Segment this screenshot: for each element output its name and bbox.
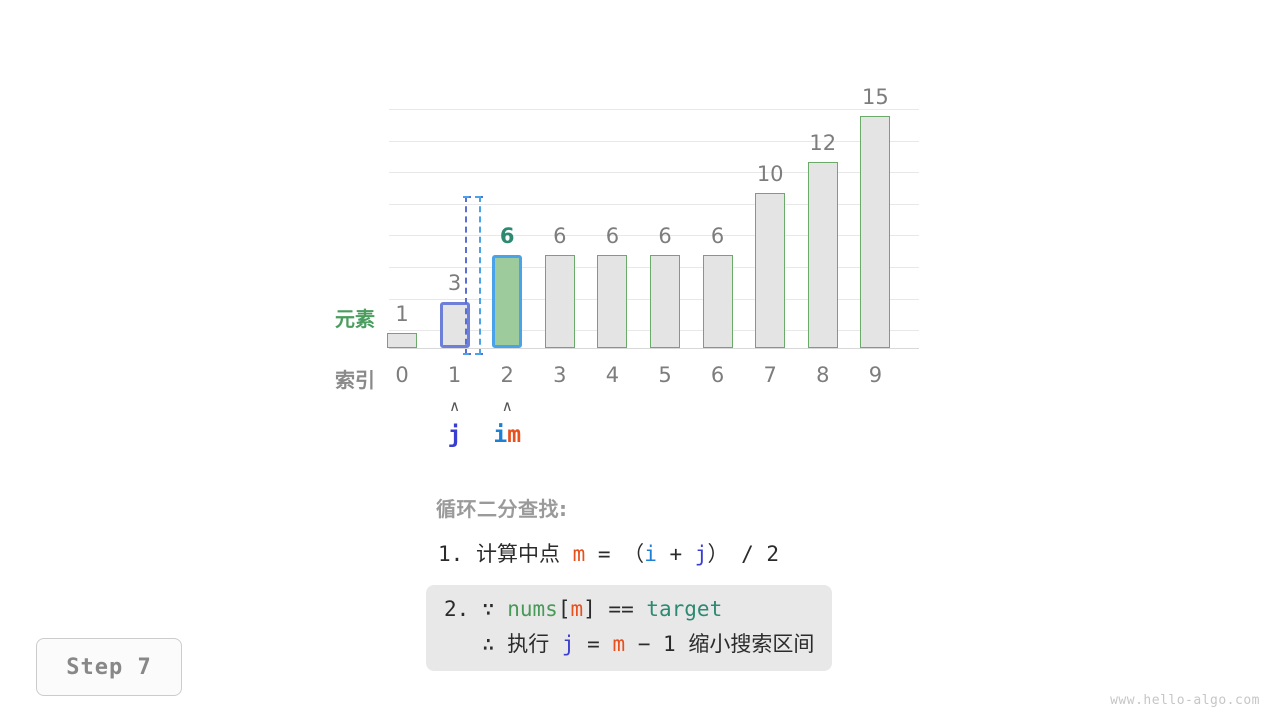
step1-text-a: 计算中点 <box>463 542 573 566</box>
step2-eq: == <box>595 597 647 621</box>
bar-chart: 1 0 3 1 6 2 6 3 6 4 6 5 6 6 10 7 12 8 15 9 元素 索引 ∧ j ∧ im <box>335 84 919 448</box>
caption-block: 循环二分查找: 1. 计算中点 m = （i + j） / 2 2. ∵ num… <box>426 493 936 671</box>
pointer-label-i: i <box>493 422 508 448</box>
index-label-5: 5 <box>658 363 672 387</box>
bar-value-label: 6 <box>710 224 725 248</box>
step2-nums: nums <box>507 597 558 621</box>
step2-var-m: m <box>570 597 584 621</box>
step1-var-m: m <box>572 542 586 566</box>
bar-3 <box>544 255 575 348</box>
index-label-8: 8 <box>816 363 830 387</box>
bar-value-label: 6 <box>553 224 567 248</box>
step1-var-i: i <box>644 542 657 566</box>
bar-5 <box>650 255 680 348</box>
caption-step-2-line-2: ∴ 执行 j = m − 1 缩小搜索区间 <box>444 634 814 655</box>
bar-value-label: 15 <box>862 84 889 109</box>
bar-6 <box>702 255 733 348</box>
step1-number: 1. <box>438 542 464 566</box>
index-label-6: 6 <box>710 363 725 387</box>
step2-minus: − 1 <box>625 632 689 656</box>
watermark: www.hello-algo.com <box>1110 693 1260 708</box>
step1-text-d: ） / 2 <box>707 542 780 566</box>
index-label-3: 3 <box>553 363 567 387</box>
caption-step-1: 1. 计算中点 m = （i + j） / 2 <box>438 544 936 565</box>
bar-0 <box>387 332 417 348</box>
gridline <box>389 140 919 142</box>
step2-target: target <box>646 597 723 621</box>
index-label-2: 2 <box>500 363 514 387</box>
pointer-caret-j: ∧ <box>449 397 461 415</box>
bar-value-label: 1 <box>395 301 409 326</box>
gridline <box>389 172 919 174</box>
pointer-label-i-m: im <box>467 424 547 447</box>
x-axis-line <box>389 348 919 349</box>
gridline <box>389 203 919 205</box>
pointer-caret-i-m: ∧ <box>501 397 513 415</box>
y-axis-title: 元素 <box>335 307 375 331</box>
bar-9 <box>860 115 891 348</box>
index-label-4: 4 <box>605 363 620 387</box>
bar-7 <box>755 193 786 348</box>
pointer-label-j: j <box>447 422 462 448</box>
caption-step-2-box: 2. ∵ nums[m] == target ∴ 执行 j = m − 1 缩小… <box>426 585 833 671</box>
gridline <box>389 109 919 110</box>
step2-therefore: ∴ 执行 <box>481 632 562 656</box>
step1-text-c: + <box>656 542 695 566</box>
bar-2 <box>492 255 523 348</box>
index-label-7: 7 <box>763 363 777 387</box>
step2-number: 2. <box>444 597 470 621</box>
step1-var-j: j <box>694 542 708 566</box>
bar-value-label: 6 <box>605 224 620 248</box>
step1-text-b: = （ <box>585 542 645 566</box>
index-label-1: 1 <box>447 363 462 387</box>
step2-bracket-open: [ <box>557 597 571 621</box>
step2-because: ∵ <box>469 597 508 621</box>
index-label-9: 9 <box>868 363 883 387</box>
bar-value-label: 3 <box>447 270 462 295</box>
step2-indent <box>444 632 482 656</box>
bar-8 <box>807 162 838 348</box>
step2-var-j: j <box>561 632 575 656</box>
bar-value-label: 12 <box>809 131 837 155</box>
gridline <box>389 235 919 237</box>
step2-bracket-close: ] <box>583 597 596 621</box>
bar-value-label: 6 <box>658 224 672 248</box>
step-badge: Step 7 <box>36 638 182 696</box>
bar-value-label: 10 <box>756 162 784 186</box>
x-axis-title: 索引 <box>335 368 375 392</box>
bar-value-label: 6 <box>499 224 515 248</box>
step2-assign: = <box>574 632 613 656</box>
caption-title: 循环二分查找: <box>436 497 568 521</box>
range-bracket-m <box>463 196 482 355</box>
caption-step-2-line-1: 2. ∵ nums[m] == target <box>444 599 814 620</box>
pointer-label-m: m <box>507 422 522 448</box>
index-label-0: 0 <box>395 363 409 387</box>
step2-var-m2: m <box>612 632 626 656</box>
bar-4 <box>597 255 628 348</box>
step2-tail: 缩小搜索区间 <box>688 632 815 656</box>
